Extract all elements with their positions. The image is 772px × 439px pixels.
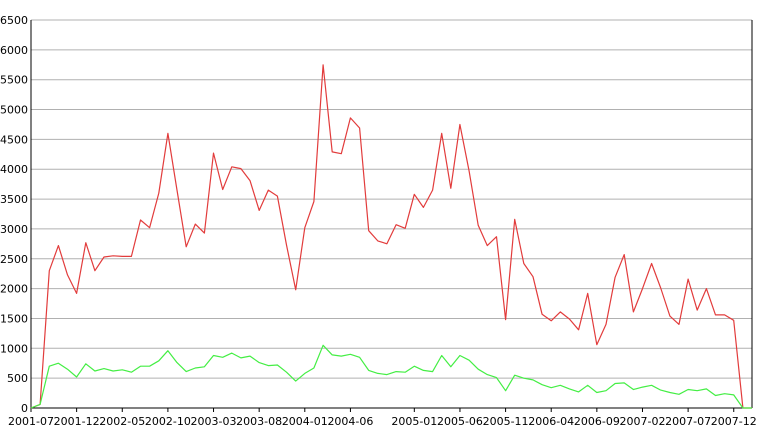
- x-tick-label: 2003-08: [236, 415, 282, 428]
- y-tick-label: 5000: [0, 104, 28, 117]
- series-line-1: [30, 64, 752, 409]
- y-tick-label: 1500: [0, 312, 28, 325]
- x-tick-label: 2005-11: [483, 415, 529, 428]
- series-lines: [30, 64, 752, 409]
- y-tick-label: 2000: [0, 283, 28, 296]
- y-tick-label: 3500: [0, 193, 28, 206]
- x-tick-label: 2002-05: [99, 415, 145, 428]
- y-grid: [31, 19, 752, 409]
- x-tick-label: 2001-07: [8, 415, 54, 428]
- x-tick-label: 2004-01: [282, 415, 328, 428]
- x-tick-label: 2005-01: [391, 415, 437, 428]
- y-tick-label: 6000: [0, 44, 28, 57]
- x-axis: 2001-07 2001-12 2002-05 2002-10 2003-03 2003-…: [8, 407, 757, 428]
- x-tick-label: 2007-02: [619, 415, 665, 428]
- x-tick-label: 2007-07: [665, 415, 711, 428]
- x-tick-label: 2001-12: [54, 415, 100, 428]
- x-tick-label: 2005-06: [437, 415, 483, 428]
- y-tick-label: 0: [21, 402, 28, 415]
- x-tick-label: 2006-04: [528, 415, 574, 428]
- y-axis: 0 500 1000 1500 2000 2500 3000 3500 4000 4500 5000…: [0, 14, 753, 415]
- x-tick-label: 2002-10: [145, 415, 191, 428]
- y-tick-label: 2500: [0, 253, 28, 266]
- x-tick-label: 2007-12: [711, 415, 757, 428]
- series-line-2: [30, 344, 752, 409]
- y-tick-label: 4000: [0, 163, 28, 176]
- y-tick-label: 500: [7, 372, 28, 385]
- y-tick-label: 3000: [0, 223, 28, 236]
- x-tick-label: 2006-09: [574, 415, 620, 428]
- y-tick-label: 5500: [0, 74, 28, 87]
- y-tick-label: 1000: [0, 342, 28, 355]
- y-tick-label: 6500: [0, 14, 28, 27]
- y-tick-label: 4500: [0, 133, 28, 146]
- x-tick-label: 2004-06: [327, 415, 373, 428]
- x-tick-label: 2003-03: [191, 415, 237, 428]
